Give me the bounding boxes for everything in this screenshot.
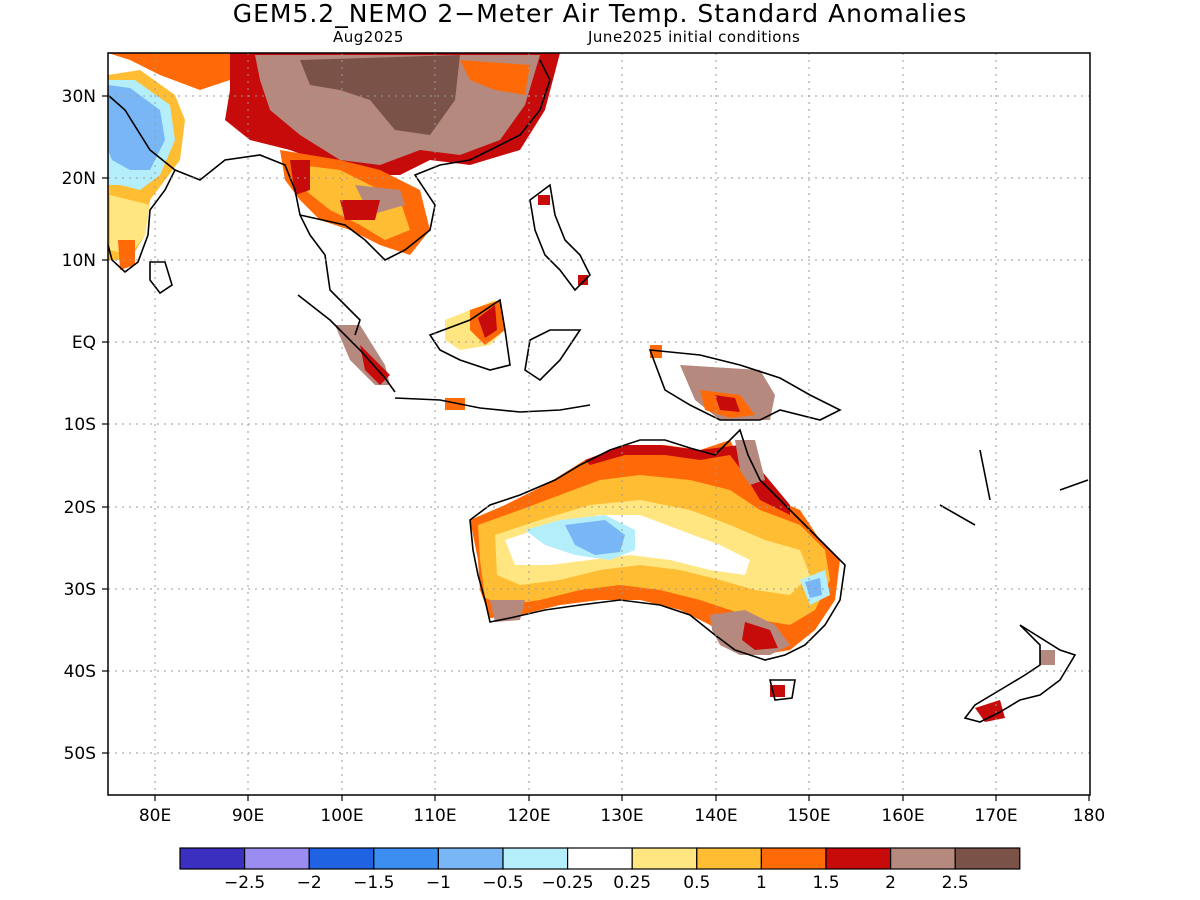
lon-label-160e: 160E [881, 806, 924, 826]
legend-label: −0.25 [542, 873, 594, 893]
lon-label-140e: 140E [694, 806, 737, 826]
forecast-month: Aug2025 [333, 28, 404, 46]
legend-swatch [179, 847, 246, 870]
lat-label-10n: 10N [62, 251, 96, 271]
lon-label-80e: 80E [139, 806, 171, 826]
legend-swatch [437, 847, 504, 870]
lat-label-50s: 50S [64, 744, 96, 764]
initial-conditions: June2025 initial conditions [588, 28, 801, 46]
lat-label-30s: 30S [64, 580, 96, 600]
legend-swatch [631, 847, 698, 870]
lon-label-180: 180 [1073, 806, 1105, 826]
legend-label: 2.5 [942, 873, 969, 893]
legend-swatch [244, 847, 310, 870]
legend-label: 0.25 [613, 873, 651, 893]
lon-label-110e: 110E [413, 806, 456, 826]
legend-label: 0.5 [683, 873, 710, 893]
lon-label-90e: 90E [232, 806, 264, 826]
lon-label-130e: 130E [600, 806, 643, 826]
legend-label: 2 [885, 873, 896, 893]
lon-label-100e: 100E [320, 806, 363, 826]
legend-swatch [308, 847, 375, 870]
legend-label: −1 [426, 873, 451, 893]
lon-label-170e: 170E [974, 806, 1017, 826]
lat-label-20s: 20S [64, 498, 96, 518]
legend-swatch [825, 847, 892, 870]
legend-swatch [954, 847, 1021, 870]
lon-label-150e: 150E [787, 806, 830, 826]
map-title: GEM5.2_NEMO 2−Meter Air Temp. Standard A… [232, 0, 968, 28]
anomaly-field [108, 53, 1055, 722]
lat-label-eq: EQ [72, 333, 96, 353]
legend-swatch [889, 847, 956, 870]
legend-label: −0.5 [482, 873, 523, 893]
legend-swatch [760, 847, 827, 870]
legend-label: 1.5 [812, 873, 839, 893]
lat-label-20n: 20N [62, 169, 96, 189]
coastlines [108, 59, 1089, 723]
lat-label-40s: 40S [64, 662, 96, 682]
legend-label: −1.5 [353, 873, 394, 893]
legend-swatch [696, 847, 762, 870]
lat-label-10s: 10S [64, 415, 96, 435]
legend-swatch [502, 847, 569, 870]
legend-swatch [373, 847, 439, 870]
grid-lines [108, 53, 1090, 795]
legend-label: −2 [297, 873, 322, 893]
axis-ticks [102, 95, 1090, 801]
lat-label-30n: 30N [62, 87, 96, 107]
legend-swatch [566, 847, 633, 870]
legend-label: −2.5 [224, 873, 265, 893]
color-legend: −2.5 −2 −1.5 −1 −0.5 −0.25 0.25 0.5 1 1.5 2 2.5 [179, 847, 1021, 893]
legend-label: 1 [756, 873, 767, 893]
lon-label-120e: 120E [507, 806, 550, 826]
